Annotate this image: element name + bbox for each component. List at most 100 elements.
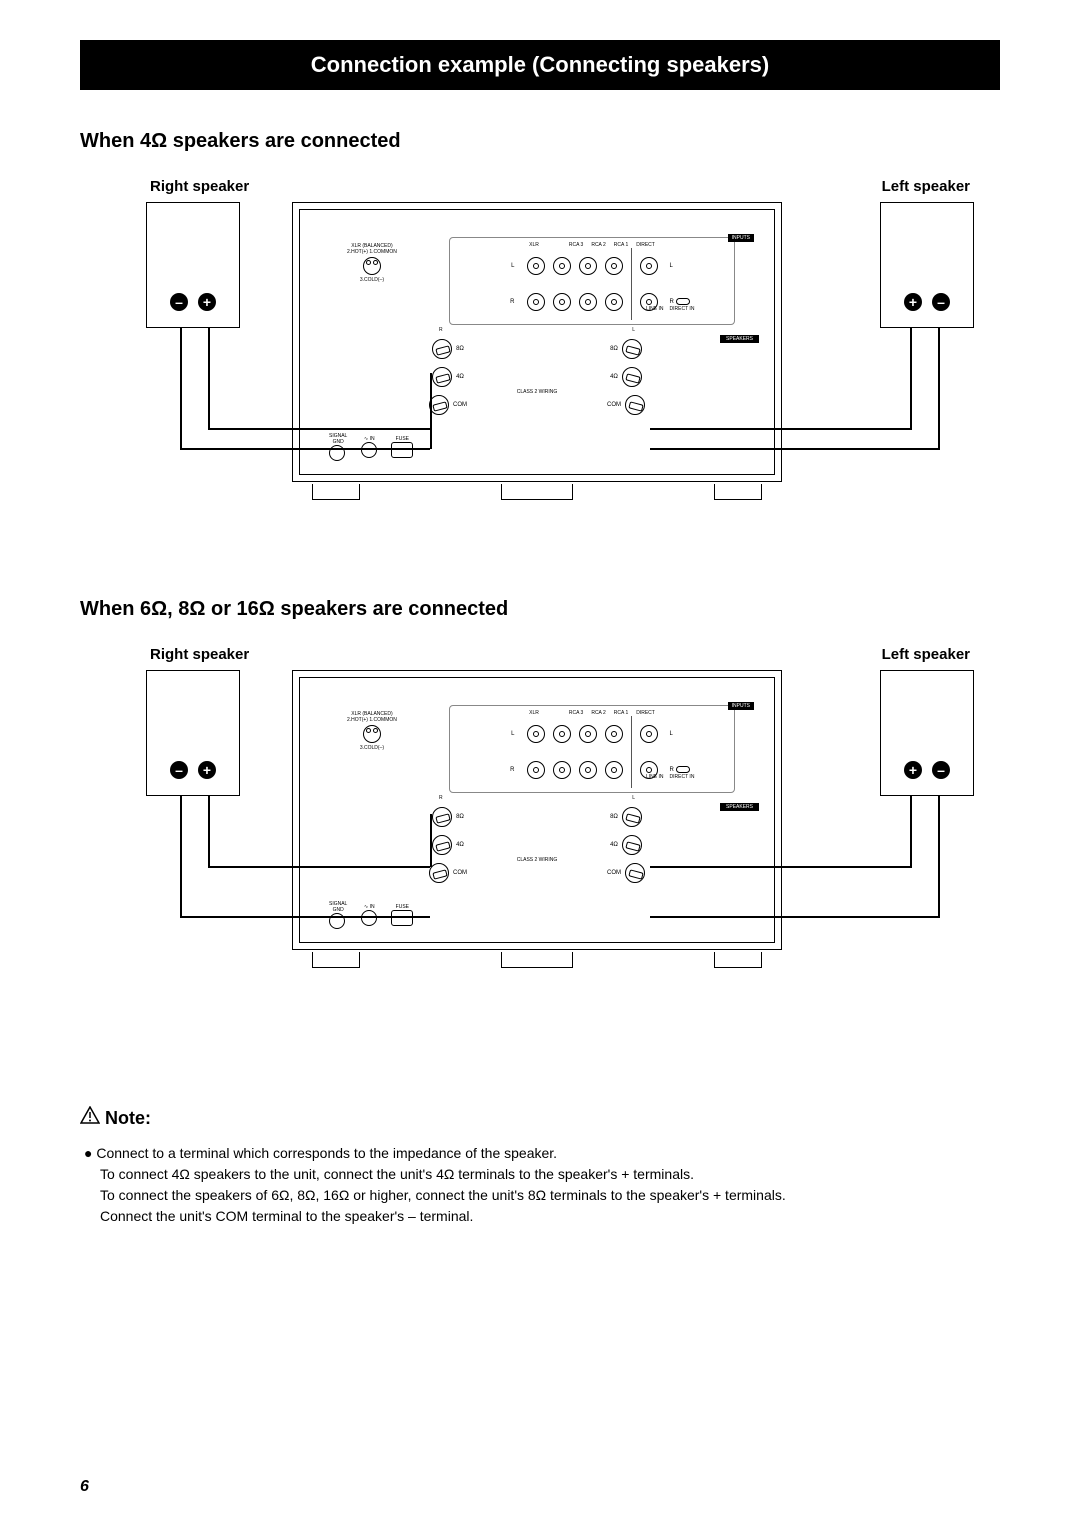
rca-jack <box>527 761 545 779</box>
wire <box>208 796 210 866</box>
col-rca1: RCA 1 <box>614 710 628 716</box>
post-plus: + <box>904 293 922 311</box>
acin-label: ∿ IN <box>361 436 377 442</box>
note-heading: Note: <box>80 1106 1000 1129</box>
amplifier-rear-panel: XLR (BALANCED) 2.HOT(+) 1.COMMON 3.COLD(… <box>292 670 782 950</box>
right-speaker-label: Right speaker <box>150 178 249 195</box>
tcoml: COM <box>607 870 621 876</box>
wire <box>180 448 430 450</box>
t8: 8Ω <box>456 814 464 820</box>
switch-direct-in: DIRECT IN <box>670 306 695 312</box>
tcoml: COM <box>607 402 621 408</box>
inputs-tag: INPUTS <box>728 702 754 710</box>
rca-input-area: INPUTS XLR RCA 3 RCA 2 RCA 1 DIRECT L <box>449 705 735 793</box>
col-xlr: XLR <box>529 242 539 248</box>
col-rca1: RCA 1 <box>614 242 628 248</box>
direct-switch-icon <box>676 766 690 773</box>
t4: 4Ω <box>456 374 464 380</box>
xlr-pins2: 3.COLD(–) <box>347 277 397 283</box>
note-block: Note: ● Connect to a terminal which corr… <box>80 1106 1000 1227</box>
left-speaker-label: Left speaker <box>882 646 970 663</box>
rca-jack <box>553 725 571 743</box>
rca-jack <box>605 725 623 743</box>
warning-icon <box>80 1106 100 1124</box>
rca-jack <box>640 725 658 743</box>
switch-line-in: LINE IN <box>646 774 664 780</box>
term-l-label: L <box>632 795 635 801</box>
post-minus: – <box>170 293 188 311</box>
rca-jack <box>579 257 597 275</box>
switch-direct-in: DIRECT IN <box>670 774 695 780</box>
inputs-tag: INPUTS <box>728 234 754 242</box>
rca-jack <box>579 761 597 779</box>
acin-label: ∿ IN <box>361 904 377 910</box>
row-l2: L <box>670 731 673 737</box>
xlr-input-block: XLR (BALANCED) 2.HOT(+) 1.COMMON 3.COLD(… <box>347 243 397 283</box>
diagram-6-8-16ohm: Right speaker Left speaker – + + – XLR (… <box>80 646 1000 1006</box>
terminal-icon <box>625 395 645 415</box>
row-r2: R <box>670 767 674 773</box>
fuse-label: FUSE <box>391 436 413 442</box>
t4l: 4Ω <box>610 374 618 380</box>
rca-jack <box>605 761 623 779</box>
page-title-bar: Connection example (Connecting speakers) <box>80 40 1000 90</box>
left-speaker-box: + – <box>880 670 974 796</box>
row-l: L <box>511 263 514 269</box>
note-line: To connect the speakers of 6Ω, 8Ω, 16Ω o… <box>100 1185 1000 1206</box>
fuse-label: FUSE <box>391 904 413 910</box>
wire <box>910 328 912 428</box>
wire <box>208 866 430 868</box>
wire <box>650 448 940 450</box>
t8: 8Ω <box>456 346 464 352</box>
wire <box>180 328 182 448</box>
t8l: 8Ω <box>610 346 618 352</box>
fuse-icon <box>391 910 413 926</box>
wire <box>208 328 210 428</box>
rca-jack <box>553 761 571 779</box>
terminal-icon <box>622 367 642 387</box>
xlr-connector-icon <box>363 725 381 743</box>
rca-jack <box>527 293 545 311</box>
foot-icon <box>312 484 360 500</box>
rca-jack <box>640 293 658 311</box>
post-minus: – <box>170 761 188 779</box>
post-minus: – <box>932 293 950 311</box>
row-r: R <box>510 767 514 773</box>
rca-jack <box>527 725 545 743</box>
class2-label: CLASS 2 WIRING <box>517 389 558 395</box>
xlr-title: XLR (BALANCED) <box>347 711 397 717</box>
xlr-pins: 2.HOT(+) 1.COMMON <box>347 717 397 723</box>
gnd-label: SIGNAL GND <box>329 433 347 445</box>
page-number: 6 <box>80 1478 89 1496</box>
speakers-tag: SPEAKERS <box>720 803 759 811</box>
rca-jack <box>640 257 658 275</box>
foot-icon <box>714 952 762 968</box>
foot-icon <box>501 484 573 500</box>
xlr-title: XLR (BALANCED) <box>347 243 397 249</box>
col-xlr: XLR <box>529 710 539 716</box>
wire <box>650 428 912 430</box>
terminal-icon <box>622 807 642 827</box>
note-line: To connect 4Ω speakers to the unit, conn… <box>100 1164 1000 1185</box>
rca-input-area: INPUTS XLR RCA 3 RCA 2 RCA 1 DIRECT L <box>449 237 735 325</box>
fuse-icon <box>391 442 413 458</box>
post-plus: + <box>198 761 216 779</box>
terminal-icon <box>625 863 645 883</box>
row-r2: R <box>670 299 674 305</box>
note-head-text: Note: <box>105 1108 151 1128</box>
right-speaker-box: – + <box>146 202 240 328</box>
note-line: Connect to a terminal which corresponds … <box>96 1145 557 1161</box>
row-l: L <box>511 731 514 737</box>
row-r: R <box>510 299 514 305</box>
foot-icon <box>312 952 360 968</box>
xlr-connector-icon <box>363 257 381 275</box>
xlr-input-block: XLR (BALANCED) 2.HOT(+) 1.COMMON 3.COLD(… <box>347 711 397 751</box>
switch-line-in: LINE IN <box>646 306 664 312</box>
class2-label: CLASS 2 WIRING <box>517 857 558 863</box>
rca-jack <box>527 257 545 275</box>
col-direct: DIRECT <box>636 242 655 248</box>
col-rca2: RCA 2 <box>591 242 605 248</box>
wire <box>180 796 182 916</box>
gnd-label: SIGNAL GND <box>329 901 347 913</box>
right-speaker-label: Right speaker <box>150 646 249 663</box>
